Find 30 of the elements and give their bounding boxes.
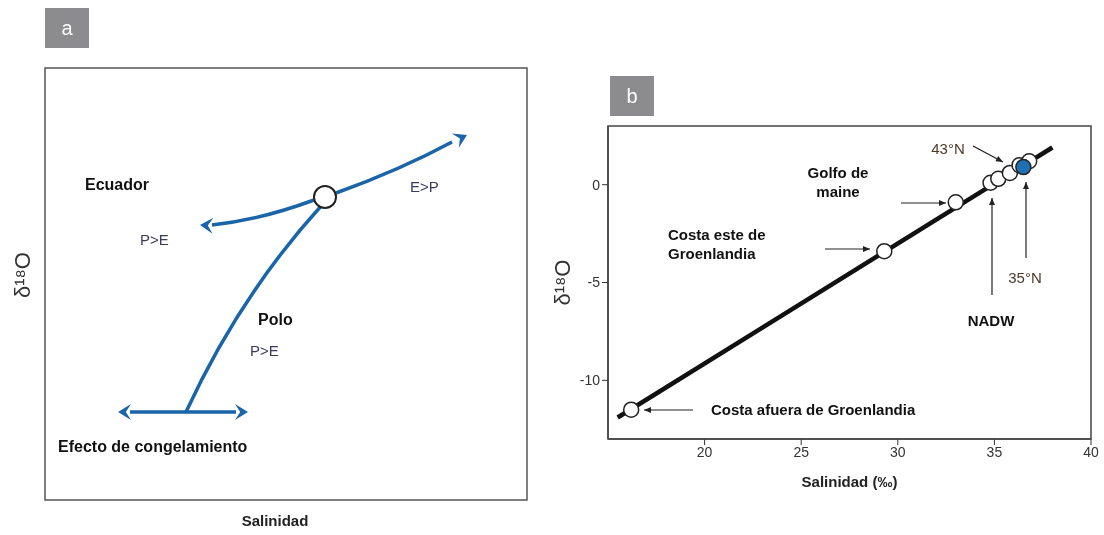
y-tick-label: 0 <box>592 176 601 193</box>
annotation: NADW <box>967 312 1016 329</box>
y-tick-label: -10 <box>579 372 601 389</box>
x-tick-label: 20 <box>696 443 713 460</box>
point <box>876 242 893 260</box>
x-axis-title: Salinidad (‰) <box>801 473 898 490</box>
text: P>E <box>250 342 279 359</box>
text: E>P <box>410 178 439 195</box>
point <box>1015 158 1032 176</box>
text: P>E <box>140 231 169 248</box>
x-tick-label: 40 <box>1083 443 1099 460</box>
annotation: 43°N <box>931 140 965 157</box>
x-tick-label: 25 <box>793 443 810 460</box>
point <box>622 401 640 418</box>
y-tick-label: -5 <box>587 274 601 291</box>
annotation: Golfo de maine <box>807 164 869 200</box>
x-tick-label: 35 <box>986 443 1003 460</box>
text: a <box>61 17 74 39</box>
annotation: 35°N <box>1008 269 1042 286</box>
annotation: Costa este de Groenlandia <box>668 226 766 262</box>
chart-title: b <box>626 85 638 107</box>
text: Polo <box>258 311 293 328</box>
text: Salinidad <box>241 512 309 529</box>
annotation: Costa afuera de Groenlandia <box>711 401 916 418</box>
text: δ¹⁸O <box>10 252 35 298</box>
text: Ecuador <box>85 176 150 193</box>
text: Efecto de congelamiento <box>58 438 248 455</box>
y-axis-title: δ¹⁸O <box>550 259 575 306</box>
x-tick-label: 30 <box>890 443 906 460</box>
point <box>947 194 965 211</box>
